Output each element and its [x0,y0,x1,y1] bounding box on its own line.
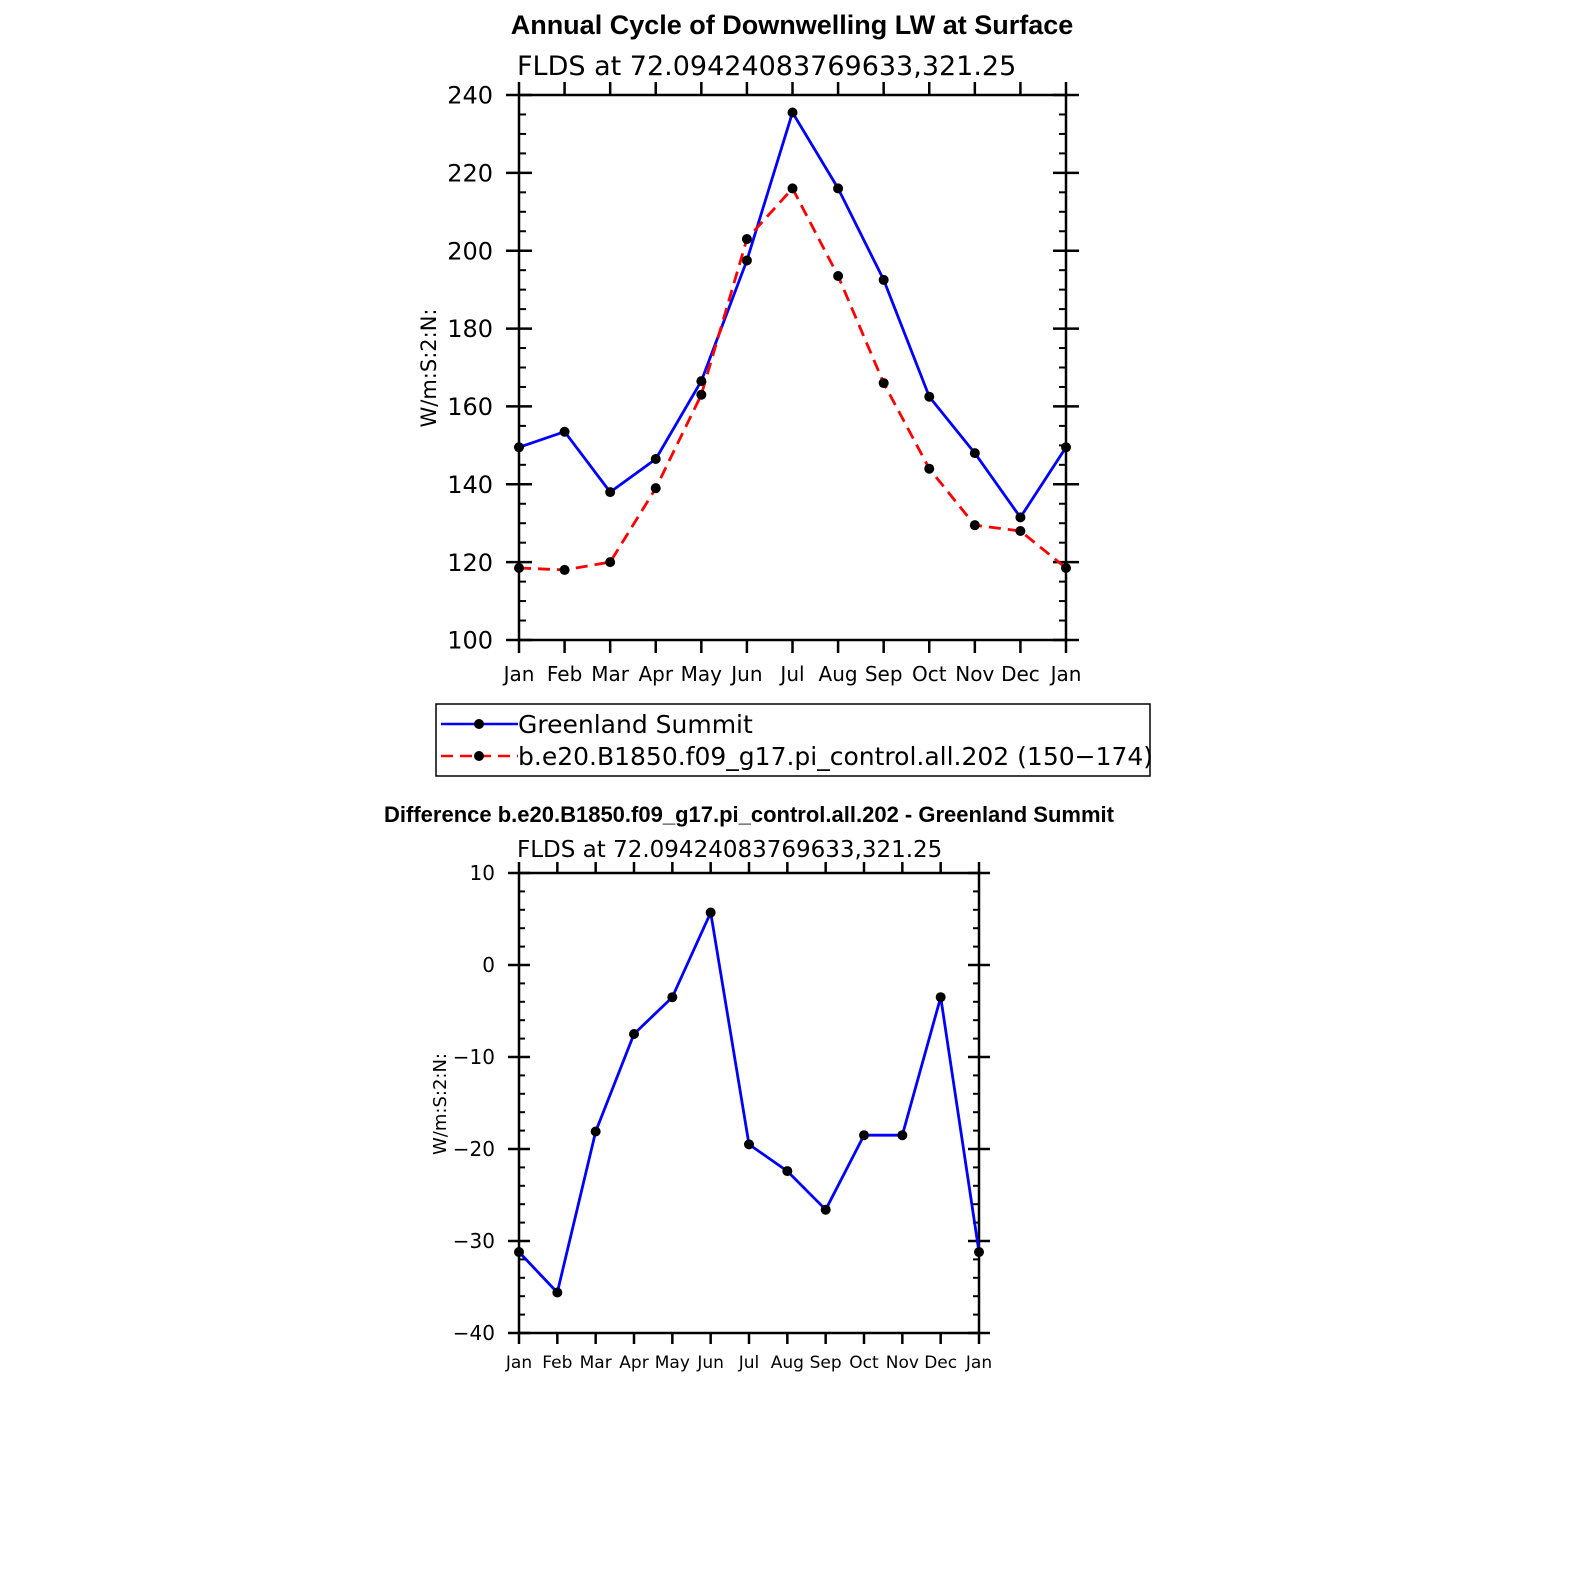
y-tick-label: 10 [470,861,495,885]
x-tick-label: May [655,1353,690,1373]
data-point-0 [559,426,570,437]
x-tick-label: May [681,662,723,686]
x-tick-label: Jan [965,1353,992,1373]
y-tick-label: 100 [447,627,493,655]
x-tick-label: Feb [542,1353,572,1373]
x-tick-label: Aug [771,1353,804,1373]
x-tick-label: Jul [738,1353,760,1373]
legend-label-greenland-summit: Greenland Summit [518,710,753,739]
data-point-0 [650,453,661,464]
data-point-1 [833,271,844,282]
data-point-0 [590,1126,601,1137]
y-tick-label: 220 [447,159,493,187]
bottom-chart-plot: Jan Feb Mar Apr May Jun Jul Aug Sep Oct Nov Dec Jan−… [453,861,992,1373]
x-tick-label: Apr [619,1353,648,1373]
x-tick-label: Apr [638,662,673,686]
data-point-0 [1061,442,1071,453]
bottom-chart-title: Difference b.e20.B1850.f09_g17.pi_contro… [384,802,1115,827]
data-point-0 [629,1029,639,1039]
x-tick-label: Aug [819,662,858,686]
data-point-1 [1061,562,1071,573]
top-chart-subtitle: FLDS at 72.09424083769633,321.25 [517,51,1016,82]
x-tick-label: Nov [886,1353,919,1373]
data-point-0 [787,107,798,118]
y-tick-label: 120 [447,549,493,577]
data-point-0 [741,255,752,266]
bottom-chart-ylabel: W/m:S:2:N: [430,1053,451,1155]
x-tick-label: Oct [849,1353,879,1373]
data-point-1 [878,378,889,389]
data-point-0 [605,487,616,498]
y-tick-label: 200 [447,237,493,265]
y-tick-label: 0 [482,953,495,977]
y-tick-label: 160 [447,393,493,421]
data-point-0 [833,183,844,194]
data-point-1 [650,483,661,494]
x-tick-label: Mar [591,662,630,686]
data-point-0 [859,1130,869,1141]
data-point-1 [514,562,524,573]
data-point-0 [744,1139,754,1150]
data-point-0 [696,376,707,387]
data-point-0 [705,907,716,918]
legend-marker-red [474,751,484,761]
data-point-1 [1015,526,1026,536]
y-tick-label: −10 [453,1045,495,1069]
data-point-1 [696,389,707,400]
data-point-0 [514,1247,524,1258]
legend-marker-blue [474,719,484,729]
data-point-0 [782,1166,793,1177]
data-point-1 [787,183,798,194]
x-tick-label: Jun [696,1353,724,1373]
data-point-1 [559,564,570,575]
data-point-0 [878,274,889,285]
x-tick-label: Dec [1001,662,1040,686]
y-tick-label: 140 [447,471,493,499]
x-tick-label: Jul [778,662,804,686]
data-point-1 [924,463,935,474]
data-point-0 [667,992,678,1003]
y-tick-label: 180 [447,315,493,343]
x-tick-label: Jun [729,662,762,686]
x-tick-label: Jan [502,662,535,686]
data-point-1 [741,234,752,245]
legend-item-greenland-summit: Greenland Summit [441,710,753,739]
data-point-0 [924,391,935,402]
x-tick-label: Sep [865,662,903,686]
y-tick-label: −30 [453,1229,495,1253]
x-tick-label: Mar [580,1353,612,1373]
y-tick-label: −40 [453,1321,495,1345]
y-tick-label: 240 [447,82,493,110]
x-tick-label: Jan [505,1353,532,1373]
data-point-1 [969,520,980,531]
data-point-0 [935,992,946,1003]
data-point-0 [897,1130,908,1141]
top-chart-ylabel: W/m:S:2:N: [417,309,441,428]
legend-item-model: b.e20.B1850.f09_g17.pi_control.all.202 (… [441,742,1153,771]
x-tick-label: Sep [810,1353,842,1373]
x-tick-label: Feb [547,662,582,686]
top-chart: Annual Cycle of Downwelling LW at Surfac… [417,10,1153,777]
top-chart-title: Annual Cycle of Downwelling LW at Surfac… [511,10,1074,40]
bottom-chart-subtitle: FLDS at 72.09424083769633,321.25 [517,837,942,863]
x-tick-label: Dec [924,1353,957,1373]
legend-box [435,703,1151,777]
top-chart-plot: Jan Feb Mar Apr May Jun Jul Aug Sep Oct Nov Dec Jan 1… [447,82,1081,686]
data-point-0 [1015,512,1026,523]
data-point-0 [969,448,980,459]
x-tick-label: Oct [912,662,947,686]
legend: Greenland Summit b.e20.B1850.f09_g17.pi_… [435,703,1153,777]
legend-label-model: b.e20.B1850.f09_g17.pi_control.all.202 (… [518,742,1153,771]
y-tick-label: −20 [453,1137,495,1161]
bottom-chart: Difference b.e20.B1850.f09_g17.pi_contro… [384,802,1115,1373]
data-point-0 [974,1247,984,1258]
data-point-1 [605,557,616,568]
x-tick-label: Nov [955,662,994,686]
data-point-0 [514,442,524,453]
data-point-0 [820,1204,831,1215]
data-point-0 [552,1287,563,1298]
x-tick-label: Jan [1049,662,1082,686]
